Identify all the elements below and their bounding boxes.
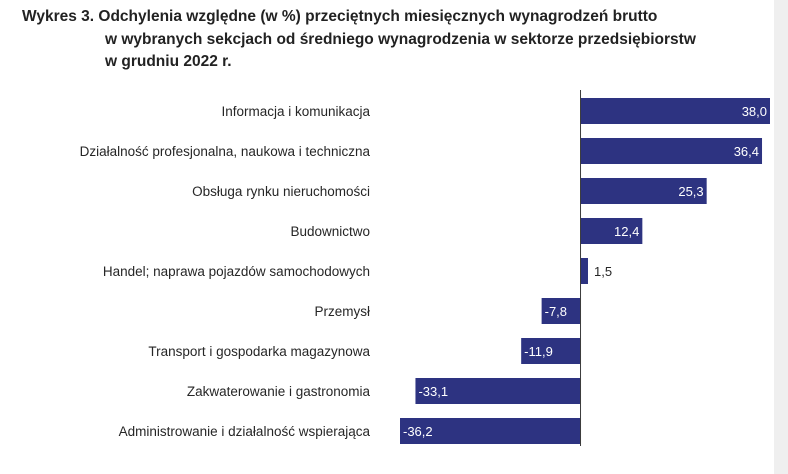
- value-label: 36,4: [734, 144, 759, 159]
- value-label: 1,5: [594, 264, 612, 279]
- value-label: 12,4: [614, 224, 639, 239]
- category-label: Transport i gospodarka magazynowa: [148, 344, 370, 359]
- bar-2: [580, 138, 763, 164]
- chart-title-line-3: w grudniu 2022 r.: [105, 53, 232, 70]
- value-label: -7,8: [545, 304, 567, 319]
- category-labels-group: Informacja i komunikacja Działalność prof…: [80, 104, 371, 439]
- page-side-strip: [774, 0, 788, 474]
- bar-5: [580, 258, 588, 284]
- bar-8: [415, 378, 581, 404]
- value-label: -36,2: [403, 424, 433, 439]
- chart-title-line-2: w wybranych sekcjach od średniego wynagr…: [105, 30, 696, 48]
- value-labels-group: 38,0 36,4 25,3 12,4 1,5 -7,8 -11,9 -33,1 -36,2: [403, 104, 767, 439]
- value-label: -11,9: [524, 344, 553, 359]
- bar-7: [521, 338, 581, 364]
- bars-group: [400, 98, 770, 444]
- bar-1: [580, 98, 770, 124]
- category-label: Budownictwo: [290, 224, 370, 239]
- value-label: -33,1: [418, 384, 448, 399]
- bar-3: [580, 178, 707, 204]
- value-label: 25,3: [678, 184, 703, 199]
- chart-title: Wykres 3. Odchylenia względne (w %) prze…: [22, 6, 696, 74]
- category-label: Zakwaterowanie i gastronomia: [187, 384, 371, 399]
- category-label: Administrowanie i działalność wspierając…: [119, 424, 371, 439]
- category-label: Informacja i komunikacja: [221, 104, 370, 119]
- category-label: Działalność profesjonalna, naukowa i tec…: [80, 144, 371, 159]
- category-label: Przemysł: [314, 304, 370, 319]
- chart-title-line-1: Wykres 3. Odchylenia względne (w %) prze…: [22, 8, 658, 25]
- category-label: Handel; naprawa pojazdów samochodowych: [103, 264, 370, 279]
- value-label: 38,0: [742, 104, 767, 119]
- category-label: Obsługa rynku nieruchomości: [192, 184, 370, 199]
- bar-4: [580, 218, 643, 244]
- bar-6: [541, 298, 581, 324]
- bar-9: [400, 418, 581, 444]
